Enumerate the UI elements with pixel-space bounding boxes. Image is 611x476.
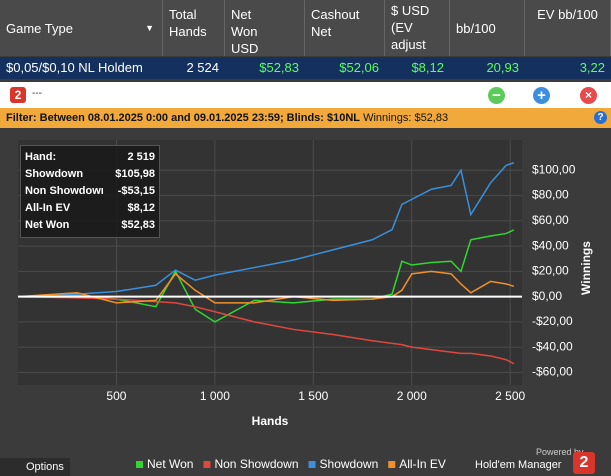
y-tick-label: $0,00 [532,289,562,303]
filter-bar: Filter: Between 08.01.2025 0:00 and 09.0… [0,108,611,128]
chart: -$60,00 -$40,00 -$20,00 $0,00 $20,00 $40,00 $6… [17,140,593,471]
column-header[interactable]: Game Type ▼ [0,0,163,56]
minimize-button[interactable]: − [488,87,505,104]
logo: 2 [10,87,26,103]
y-axis-label: Winnings [579,241,593,295]
y-tick-label: $80,00 [532,188,569,202]
toolbar-title: --- [32,88,42,99]
cell: $52,83 [225,57,305,79]
filter-text: Between 08.01.2025 0:00 and 09.01.2025 2… [39,112,361,124]
y-tick-label: -$20,00 [532,314,573,328]
cell: 3,22 [525,57,611,79]
info-icon[interactable]: ? [594,111,607,124]
brand: Hold'em Manager [475,459,562,471]
series-line [17,295,515,365]
legend-label: Showdown [320,457,379,471]
stats-value: -$53,15 [117,185,155,197]
close-button[interactable]: × [580,87,597,104]
y-tick-label: $20,00 [532,264,569,278]
y-tick-label: -$60,00 [532,365,573,379]
x-tick-label: 2 500 [495,389,525,403]
stats-row: Showdown $105,98 [25,166,155,183]
stats-label: Hand: [25,151,57,163]
column-header[interactable]: Cashout Net [305,0,385,56]
legend-label: All-In EV [399,457,446,471]
filter-winnings: Winnings: $52,83 [363,112,449,124]
stats-row: All-In EV $8,12 [25,200,155,217]
x-tick-label: 500 [106,389,126,403]
x-axis-label: Hands [252,414,289,428]
cell: $8,12 [385,57,450,79]
powered-by: Powered by [536,447,584,457]
y-tick-label: $60,00 [532,213,569,227]
stats-value: $52,83 [121,219,155,231]
cell: $0,05/$0,10 NL Holdem [0,57,163,79]
stats-box: Hand: 2 519 Showdown $105,98 Non Showdown -$5… [20,145,160,238]
add-button[interactable]: + [533,87,550,104]
column-header[interactable]: $ USD (EV adjust [385,0,450,56]
x-tick-label: 1 500 [298,389,328,403]
toolbar: 2 --- − + × [0,82,611,108]
column-header[interactable]: Net Won USD [225,0,305,56]
stats-label: Showdown [25,168,84,180]
stats-row: Hand: 2 519 [25,149,155,166]
cell: 20,93 [450,57,525,79]
series-line [17,162,515,298]
y-tick-label: -$40,00 [532,339,573,353]
legend-swatch [388,461,396,468]
stats-value: $8,12 [127,202,155,214]
stats-row: Non Showdown -$53,15 [25,183,155,200]
stats-label: Net Won [25,219,70,231]
y-tick-label: $40,00 [532,238,569,252]
column-header[interactable]: Total Hands [163,0,225,56]
x-tick-label: 2 000 [397,389,427,403]
filter-label: Filter: [6,112,37,124]
column-header[interactable]: EV bb/100 [525,0,611,56]
brand-logo: 2 [573,452,595,474]
stats-value: $105,98 [115,168,155,180]
stats-row: Net Won $52,83 [25,217,155,234]
stats-label: All-In EV [25,202,71,214]
options-button[interactable]: Options [0,458,70,476]
legend-swatch [203,461,211,468]
x-tick-label: 1 000 [200,389,230,403]
header-text: Game Type [6,21,73,36]
y-tick-label: $100,00 [532,162,576,176]
cell: $52,06 [305,57,385,79]
cell: 2 524 [163,57,225,79]
legend-label: Net Won [147,457,193,471]
column-header[interactable]: bb/100 [450,0,525,56]
legend-swatch [136,461,143,468]
stats-label: Non Showdown [25,185,103,197]
series-line [17,270,515,304]
stats-value: 2 519 [127,151,155,163]
legend-swatch [308,461,316,468]
legend-label: Non Showdown [214,457,298,471]
